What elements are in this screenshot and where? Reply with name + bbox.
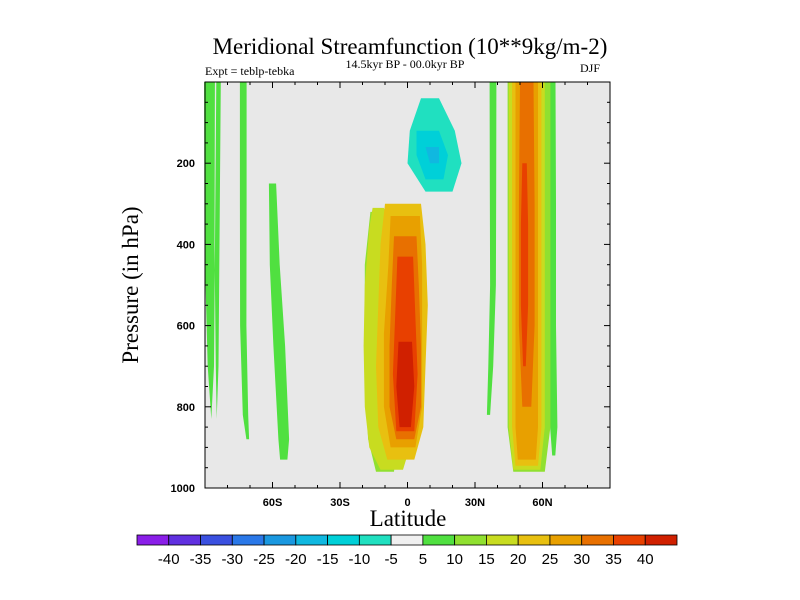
contour-region-1 bbox=[239, 82, 250, 440]
colorbar-swatch-0 bbox=[136, 534, 170, 546]
x-tick-label-0: 60S bbox=[263, 497, 283, 509]
colorbar-label-5: -15 bbox=[317, 551, 339, 568]
experiment-label: Expt = teblp-tebka bbox=[205, 64, 295, 78]
contour-region-0 bbox=[204, 82, 221, 419]
colorbar-label-2: -30 bbox=[221, 551, 243, 568]
colorbar-swatch-7 bbox=[358, 534, 392, 546]
contour-region-13 bbox=[486, 82, 497, 415]
colorbar-label-0: -40 bbox=[158, 551, 180, 568]
x-tick-label-1: 30S bbox=[330, 497, 350, 509]
colorbar-swatch-10 bbox=[454, 534, 487, 546]
contour-fills bbox=[204, 82, 558, 472]
colorbar-label-10: 15 bbox=[478, 551, 495, 568]
x-axis-ticks: 60S 30S 0 30N 60N bbox=[227, 82, 588, 509]
colorbar-label-14: 35 bbox=[605, 551, 622, 568]
colorbar-swatch-5 bbox=[295, 534, 328, 546]
colorbar-swatch-16 bbox=[644, 534, 678, 546]
contour-region-2 bbox=[268, 183, 290, 460]
y-tick-label-0: 200 bbox=[177, 158, 195, 170]
contour-region-20 bbox=[520, 163, 529, 367]
colorbar-swatch-15 bbox=[613, 534, 646, 546]
chart-title: Meridional Streamfunction (10**9kg/m-2) bbox=[213, 34, 608, 59]
colorbar-swatch-1 bbox=[168, 534, 201, 546]
colorbar-label-8: 5 bbox=[419, 551, 427, 568]
x-tick-label-3: 30N bbox=[465, 497, 485, 509]
x-tick-label-2: 0 bbox=[404, 497, 410, 509]
contour-region-12 bbox=[425, 147, 439, 164]
plot-area: 60S 30S 0 30N 60N 200 400 600 800 1000 bbox=[171, 81, 611, 509]
season-label: DJF bbox=[580, 61, 600, 75]
y-tick-label-4: 1000 bbox=[171, 483, 195, 495]
colorbar-swatch-11 bbox=[486, 534, 519, 546]
y-axis-ticks: 200 400 600 800 1000 bbox=[171, 101, 610, 495]
colorbar-swatch-6 bbox=[327, 534, 360, 546]
y-tick-label-2: 600 bbox=[177, 321, 195, 333]
period-label: 14.5kyr BP - 00.0kyr BP bbox=[346, 57, 465, 71]
colorbar-swatch-8 bbox=[390, 534, 424, 546]
colorbar-label-15: 40 bbox=[637, 551, 654, 568]
y-tick-label-3: 800 bbox=[177, 402, 195, 414]
colorbar-label-1: -35 bbox=[190, 551, 212, 568]
colorbar-label-13: 30 bbox=[573, 551, 590, 568]
colorbar: -40 -35 -30 -25 -20 -15 -10 -5 5 10 15 20 25 30 35 40 bbox=[136, 534, 678, 568]
colorbar-swatch-14 bbox=[581, 534, 614, 546]
y-axis-label: Pressure (in hPa) bbox=[118, 206, 143, 363]
x-axis-label: Latitude bbox=[370, 506, 447, 531]
x-tick-label-4: 60N bbox=[532, 497, 552, 509]
colorbar-swatch-4 bbox=[263, 534, 297, 546]
colorbar-swatch-2 bbox=[200, 534, 233, 546]
contour-region-9 bbox=[396, 341, 415, 428]
colorbar-label-4: -20 bbox=[285, 551, 307, 568]
colorbar-label-6: -10 bbox=[349, 551, 371, 568]
colorbar-swatch-9 bbox=[422, 534, 456, 546]
colorbar-label-12: 25 bbox=[542, 551, 559, 568]
colorbar-label-11: 20 bbox=[510, 551, 527, 568]
y-tick-label-1: 400 bbox=[177, 239, 195, 251]
colorbar-label-7: -5 bbox=[384, 551, 397, 568]
colorbar-swatch-13 bbox=[549, 534, 583, 546]
colorbar-label-9: 10 bbox=[446, 551, 463, 568]
colorbar-swatch-3 bbox=[231, 534, 265, 546]
colorbar-label-3: -25 bbox=[253, 551, 275, 568]
colorbar-swatch-12 bbox=[517, 534, 551, 546]
